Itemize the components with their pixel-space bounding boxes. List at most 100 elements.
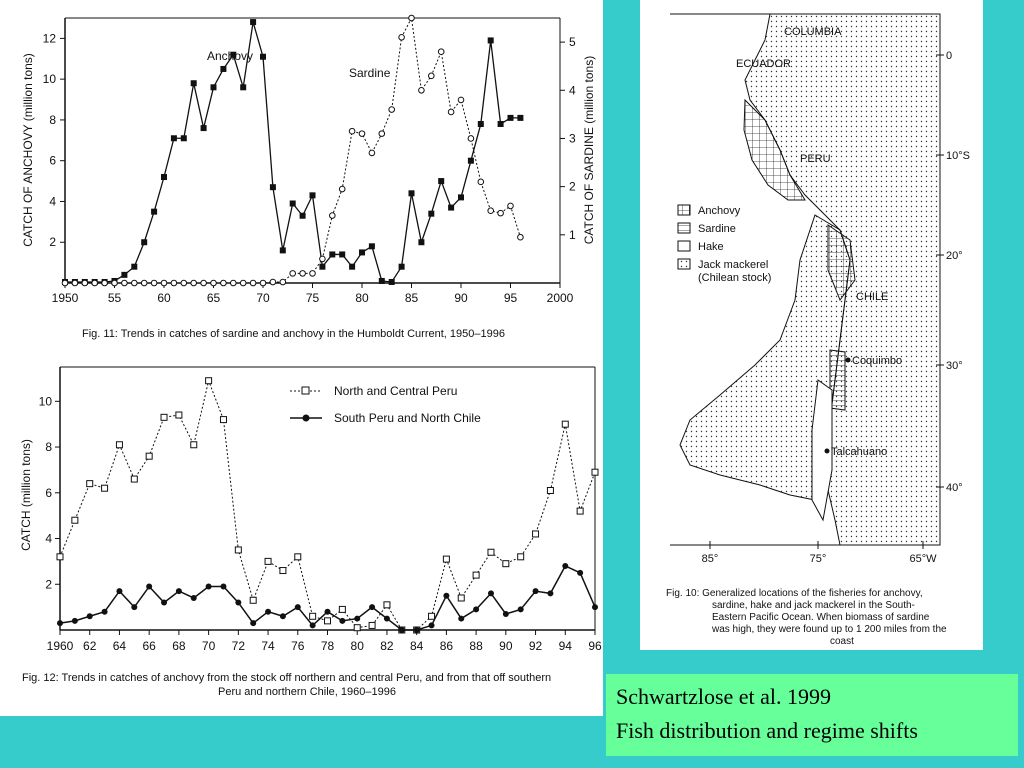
fig11-xtick-label: 2000: [547, 291, 574, 305]
lon-tick-label: 65°W: [909, 553, 937, 565]
fig12-xtick-label: 68: [172, 639, 186, 653]
south-peru-north-chile-point: [175, 588, 182, 595]
jack-mackerel-zone: [679, 214, 851, 501]
north-central-peru-point: [442, 555, 450, 563]
hake-zone: [811, 379, 833, 522]
legend-anchovy-swatch: [677, 204, 691, 216]
fig11-caption: Fig. 11: Trends in catches of sardine an…: [82, 328, 505, 340]
north-central-peru-point: [279, 567, 287, 575]
caption-citation: Schwartzlose et al. 1999: [616, 684, 832, 709]
north-central-peru-line: [59, 379, 596, 631]
sardine-point: [487, 207, 495, 215]
sardine-point: [348, 127, 356, 135]
south-peru-north-chile-point: [309, 622, 316, 629]
sardine-point: [111, 279, 118, 287]
fig12-legend-south-marker: [302, 414, 310, 422]
south-peru-north-chile-point: [279, 613, 286, 620]
fig11-xtick-label: 90: [454, 291, 468, 305]
anchovy-point: [428, 210, 435, 217]
fig11-yright-tick-label: 1: [569, 228, 576, 242]
label-peru: PERU: [800, 153, 831, 165]
sardine-point: [71, 279, 79, 287]
anchovy-point: [200, 125, 207, 132]
fig11-ylabel-left: CATCH OF ANCHOVY (million tons): [21, 53, 35, 247]
sardine-zone-north: [827, 224, 856, 302]
north-central-peru-point: [130, 475, 138, 483]
fig11-yright-tick-label: 5: [569, 35, 576, 49]
sardine-point: [428, 72, 435, 80]
sardine-point: [180, 279, 188, 287]
anchovy-point: [339, 251, 346, 258]
anchovy-point: [141, 239, 148, 246]
sardine-point: [358, 130, 366, 137]
anchovy-point: [299, 212, 306, 219]
anchovy-point: [448, 204, 455, 211]
sardine-point: [150, 279, 158, 287]
fig12-xtick-label: 66: [142, 639, 156, 653]
anchovy-point: [507, 114, 514, 121]
anchovy-point: [250, 19, 257, 26]
anchovy-point: [467, 157, 474, 164]
north-central-peru-point: [219, 416, 227, 424]
legend-jack-label2: (Chilean stock): [698, 272, 771, 284]
anchovy-point: [368, 243, 375, 250]
north-central-peru-point: [205, 377, 213, 385]
sardine-point: [269, 278, 277, 286]
north-central-peru-point: [487, 548, 495, 556]
anchovy-point: [349, 263, 356, 270]
sardine-point: [200, 279, 207, 287]
north-central-peru-point: [324, 617, 331, 625]
fig10-map: 0 10°S 20° 30° 40° 85° 75° 65°W COLUMBIA ECUAD…: [670, 13, 970, 565]
fig11-xtick-label: 55: [108, 291, 122, 305]
anchovy-point: [497, 121, 504, 127]
fig11-yleft-tick-label: 8: [49, 113, 56, 127]
fig12-xtick-label: 80: [351, 639, 365, 653]
south-peru-north-chile-point: [577, 569, 584, 576]
north-central-peru-point: [101, 484, 109, 492]
anchovy-point: [240, 84, 247, 91]
fig11-yright-tick-label: 2: [569, 180, 576, 194]
north-central-peru-point: [338, 605, 346, 613]
south-peru-north-chile-point: [443, 592, 450, 599]
south-peru-north-chile-point: [57, 620, 63, 627]
south-peru-north-chile-point: [592, 604, 598, 611]
sardine-point: [398, 33, 405, 41]
anchovy-point: [131, 263, 138, 270]
south-peru-north-chile-point: [220, 583, 227, 590]
fig12-xtick-label: 82: [380, 639, 394, 653]
fig12-xtick-label: 78: [321, 639, 335, 653]
fig11-label-sardine: Sardine: [349, 66, 391, 80]
label-coquimbo: Coquimbo: [852, 355, 902, 367]
south-peru-north-chile-point: [413, 627, 420, 633]
fig11-xtick-label: 85: [405, 291, 419, 305]
fig12-xtick-label: 62: [83, 639, 97, 653]
anchovy-point: [220, 65, 227, 72]
anchovy-point: [289, 200, 296, 207]
south-peru-north-chile-point: [487, 590, 494, 597]
sardine-point: [368, 149, 376, 157]
south-peru-north-chile-point: [532, 588, 539, 595]
fig12-xtick-label: 94: [559, 639, 573, 653]
sardine-point: [259, 279, 267, 287]
lon-tick-label: 85°: [702, 553, 719, 565]
label-ecuador: ECUADOR: [736, 58, 791, 70]
sardine-point: [101, 279, 108, 287]
sardine-point: [408, 14, 415, 22]
south-peru-north-chile-point: [205, 583, 212, 590]
sardine-series-line: [65, 16, 521, 284]
south-peru-north-chile-point: [428, 622, 435, 629]
anchovy-point: [329, 251, 336, 258]
lat-tick-label: 30°: [946, 360, 963, 372]
north-central-peru-point: [86, 480, 94, 488]
south-peru-north-chile-point: [547, 590, 554, 597]
sardine-point: [220, 279, 227, 287]
anchovy-point: [309, 192, 316, 199]
north-central-peru-point: [561, 420, 569, 428]
fig12-xtick-label: 96: [588, 639, 602, 653]
south-peru-north-chile-point: [101, 608, 108, 615]
anchovy-point: [190, 80, 197, 87]
fig12-xtick-label: 86: [440, 639, 454, 653]
south-peru-north-chile-point: [339, 617, 346, 624]
sardine-point: [190, 279, 197, 287]
north-central-peru-point: [502, 560, 510, 568]
